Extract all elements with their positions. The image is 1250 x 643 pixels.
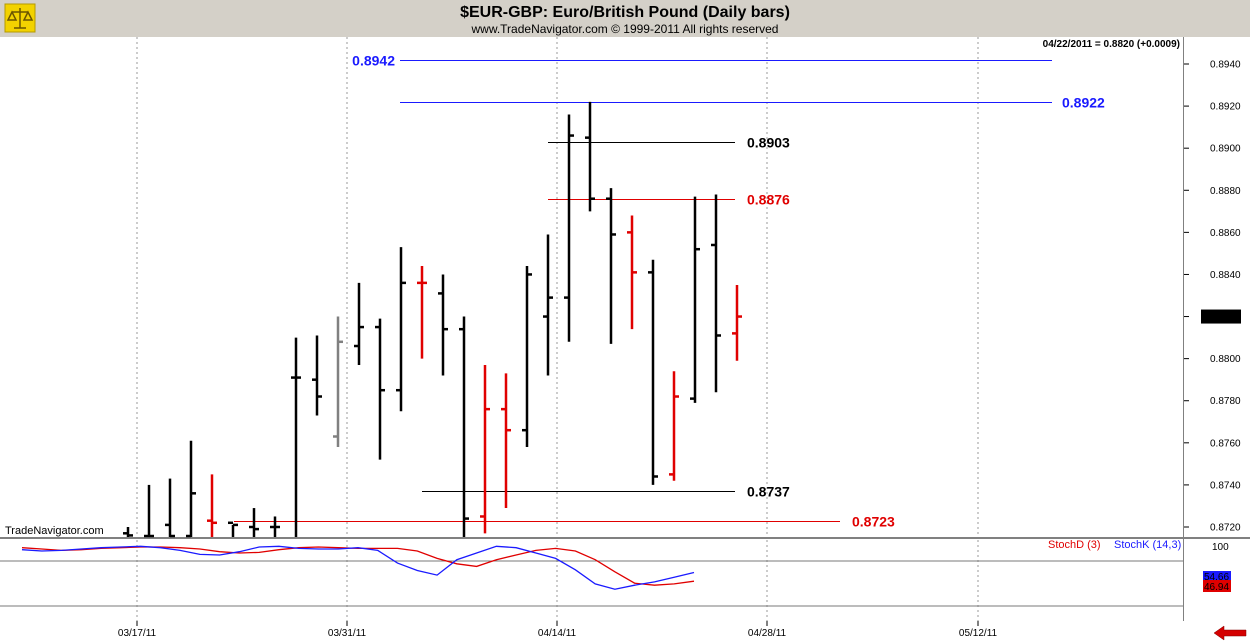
stochd-last-tag: 46.94 [1204,582,1229,593]
ohlc-bar [711,194,721,393]
stoch-axis-100: 100 [1212,542,1229,553]
price-tick-label: 0.8900 [1210,144,1241,155]
y-axis-panel [1184,37,1250,621]
ohlc-bar [585,101,595,212]
price-tick-label: 0.8920 [1210,102,1241,113]
stochk-line [21,545,695,590]
ohlc-bar [165,478,175,538]
date-tick-label: 03/31/11 [328,628,367,639]
ohlc-bar [207,474,217,537]
date-axis: 03/17/11 03/31/11 04/14/11 04/28/11 05/12/11 [118,621,998,639]
level-label: 0.8723 [852,514,895,530]
ohlc-bar [669,371,679,481]
ohlc-bar [270,516,280,537]
level-label: 0.8922 [1062,95,1105,111]
level-label: 0.8876 [747,192,790,208]
price-bars [123,101,742,538]
ohlc-bar [354,282,364,365]
x-axis-panel [0,621,1250,643]
price-tick-label: 0.8800 [1210,354,1241,365]
ohlc-bar [396,247,406,412]
stochd-line [21,546,695,586]
ohlc-bar [732,284,742,361]
stochd-legend: StochD (3) [1048,539,1101,551]
stochk-legend: StochK (14,3) [1114,539,1181,551]
stochastic-lines [21,545,695,590]
indicator-panel [0,539,1183,621]
grid-lines [0,37,1183,621]
stochk-last-tag: 54.66 [1204,572,1229,583]
price-panel [0,37,1183,537]
ohlc-bar [123,527,133,537]
scroll-left-button[interactable] [1210,624,1250,643]
ohlc-bar [543,234,553,376]
level-label: 0.8903 [747,135,790,151]
price-tick-label: 0.8880 [1210,186,1241,197]
ohlc-bar [690,196,700,403]
chart-subtitle: www.TradeNavigator.com © 1999-2011 All r… [471,22,779,36]
ohlc-bar [228,521,238,537]
ohlc-bar [144,484,154,538]
ohlc-bar [606,188,616,344]
level-label: 0.8737 [747,484,790,500]
price-tick-label: 0.8780 [1210,396,1241,407]
last-price-tag-bg [1201,309,1241,324]
ohlc-bar [417,266,427,359]
ohlc-bar [333,316,343,448]
price-tick-label: 0.8720 [1210,523,1241,534]
level-label: 0.8942 [352,53,395,69]
date-tick-label: 05/12/11 [959,628,998,639]
price-tick-label: 0.8860 [1210,228,1241,239]
price-tick-label: 0.8740 [1210,480,1241,491]
last-price-tag: 0.8820 [1205,313,1236,324]
ohlc-bar [522,266,532,448]
watermark: TradeNavigator.com [5,525,104,537]
ohlc-bar [249,508,259,537]
price-tick-label: 0.8840 [1210,270,1241,281]
quote-readout: 04/22/2011 = 0.8820 (+0.0009) [1043,39,1180,50]
date-tick-label: 04/14/11 [538,628,577,639]
level-lines: 0.8942 0.8922 0.8903 0.8876 0.8737 0.8723 [234,53,1105,530]
ohlc-bar [186,440,196,538]
ohlc-bar [480,364,490,534]
left-arrow-icon[interactable] [1213,625,1247,641]
ohlc-bar [375,318,385,460]
stochk-last-tag-bg [1203,571,1231,581]
ohlc-bar [438,274,448,376]
ohlc-bar [648,259,658,485]
logo-icon [4,3,36,33]
price-axis: 0.8720 0.8740 0.8760 0.8780 0.8800 0.8820 0.88… [1184,60,1241,534]
price-tick-label: 0.8760 [1210,438,1241,449]
date-tick-label: 03/17/11 [118,628,157,639]
date-tick-label: 04/28/11 [748,628,787,639]
ohlc-bar [291,337,301,537]
ohlc-bar [459,316,469,537]
chart-title: $EUR-GBP: Euro/British Pound (Daily bars… [460,4,790,21]
ohlc-bar [501,373,511,509]
logo-scales [6,8,34,29]
stochd-last-tag-bg [1203,580,1231,592]
ohlc-bar [312,335,322,416]
ohlc-bar [627,215,637,330]
ohlc-bar [564,114,574,342]
price-tick-label: 0.8940 [1210,60,1241,71]
